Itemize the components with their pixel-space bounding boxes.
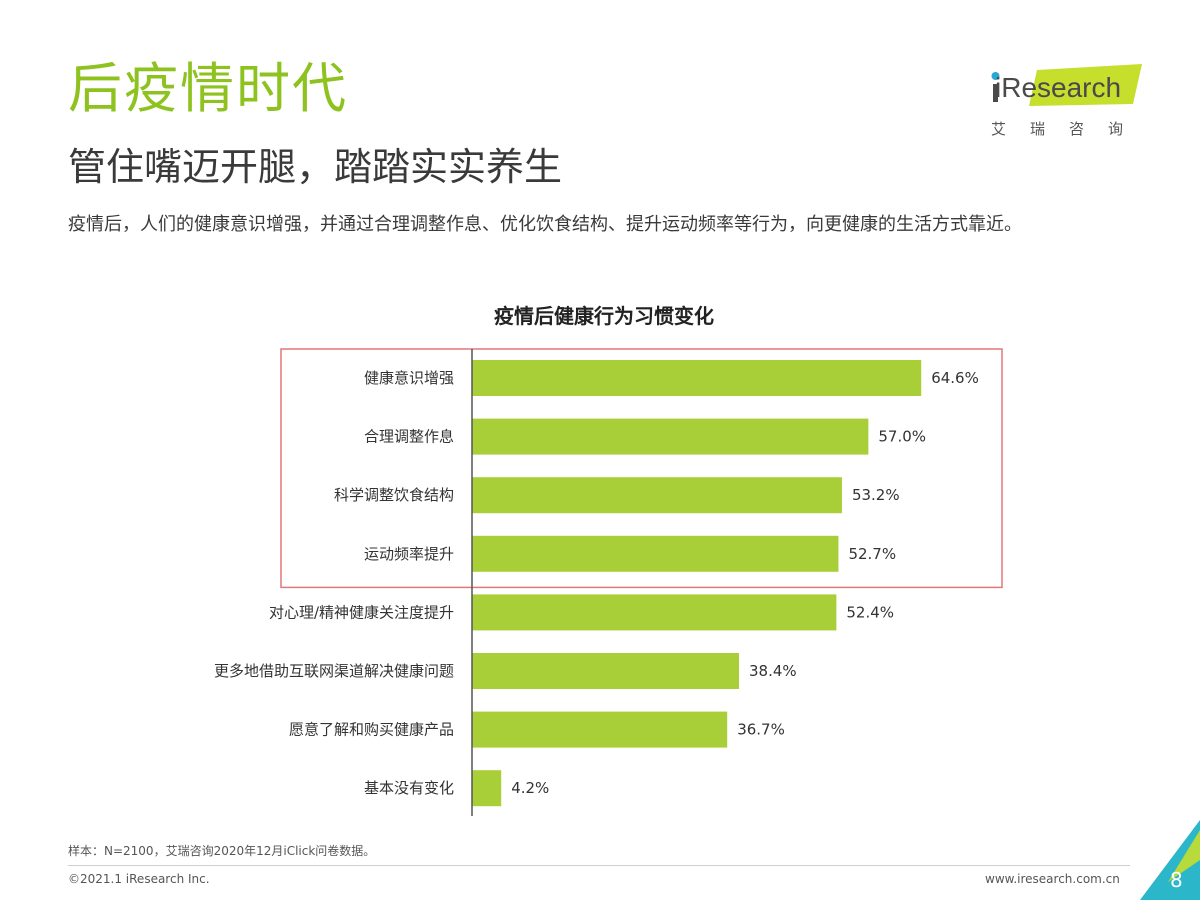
category-label: 健康意识增强 <box>364 369 454 387</box>
source-note: 样本：N=2100，艾瑞咨询2020年12月iClick问卷数据。 <box>68 844 376 858</box>
page-number: 8 <box>1170 868 1183 892</box>
category-label: 科学调整饮食结构 <box>334 486 454 504</box>
copyright: ©2021.1 iResearch Inc. <box>68 872 210 886</box>
bar <box>472 594 837 631</box>
value-label: 38.4% <box>749 662 797 680</box>
bar <box>472 477 842 514</box>
page-subtitle: 管住嘴迈开腿，踏踏实实养生 <box>68 145 563 189</box>
value-label: 57.0% <box>878 428 926 446</box>
bar <box>472 535 839 572</box>
logo-word: iResearch <box>995 72 1122 103</box>
bar <box>472 653 740 689</box>
bar <box>472 360 922 396</box>
page-description: 疫情后，人们的健康意识增强，并通过合理调整作息、优化饮食结构、提升运动频率等行为… <box>68 214 1022 235</box>
category-label: 合理调整作息 <box>364 428 454 446</box>
bar-chart: 疫情后健康行为习惯变化 健康意识增强 64.6% 合理调整作息 57.0% 科学调整饮食… <box>214 304 1003 816</box>
category-label: 基本没有变化 <box>364 779 454 797</box>
value-label: 64.6% <box>931 369 979 387</box>
category-label: 愿意了解和购买健康产品 <box>289 721 454 739</box>
bar <box>472 418 869 455</box>
value-label: 52.7% <box>848 545 896 563</box>
page-title: 后疫情时代 <box>68 57 348 120</box>
corner-decoration <box>1140 820 1200 900</box>
iresearch-logo: iResearch 艾瑞咨询 <box>985 58 1150 148</box>
value-label: 53.2% <box>852 486 900 504</box>
bar <box>472 770 502 807</box>
category-label: 运动频率提升 <box>364 545 454 563</box>
logo-flag-icon <box>991 64 1142 106</box>
value-label: 4.2% <box>511 779 549 797</box>
highlight-box <box>280 348 1003 589</box>
footer-divider <box>68 865 1130 866</box>
chart-title: 疫情后健康行为习惯变化 <box>494 304 714 328</box>
website-link[interactable]: www.iresearch.com.cn <box>985 872 1120 886</box>
logo-chinese: 艾瑞咨询 <box>991 120 1148 138</box>
value-label: 52.4% <box>846 603 894 621</box>
bar <box>472 711 728 748</box>
category-label: 更多地借助互联网渠道解决健康问题 <box>214 662 454 680</box>
value-label: 36.7% <box>737 721 785 739</box>
category-label: 对心理/精神健康关注度提升 <box>269 603 454 621</box>
